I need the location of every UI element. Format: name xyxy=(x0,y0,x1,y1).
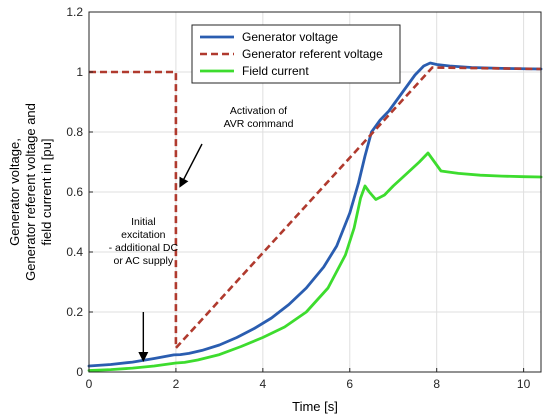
x-axis-label: Time [s] xyxy=(292,399,338,414)
x-tick-label: 4 xyxy=(260,377,267,391)
x-tick-label: 2 xyxy=(173,377,180,391)
series-line-field-current xyxy=(87,151,543,372)
y-axis-label-line: Generator referent voltage and xyxy=(23,103,38,281)
x-tick-label: 8 xyxy=(433,377,440,391)
annotation-text: AVR command xyxy=(224,118,294,130)
series-line-generator-referent-voltage xyxy=(89,66,542,350)
legend-entry: Field current xyxy=(242,64,309,78)
y-axis-label-line: Generator voltage, xyxy=(7,138,22,246)
y-axis-label: Generator voltage,Generator referent vol… xyxy=(7,103,54,281)
annotation-text: Initial xyxy=(131,216,156,228)
annotation-arrow xyxy=(179,143,203,188)
annotation-text: - additional DC xyxy=(109,242,179,254)
x-tick-label: 10 xyxy=(517,377,531,391)
annotation-text: or AC supply xyxy=(114,255,174,267)
y-tick-label: 0.8 xyxy=(66,125,83,139)
series-layer xyxy=(87,61,543,372)
x-tick-label: 0 xyxy=(86,377,93,391)
y-tick-label: 0.6 xyxy=(66,185,83,199)
y-tick-label: 0.4 xyxy=(66,245,83,259)
legend-entry: Generator referent voltage xyxy=(242,47,383,61)
y-tick-label: 0.2 xyxy=(66,305,83,319)
legend-entry: Generator voltage xyxy=(242,30,338,44)
ticks: 0 2 4 6 8 10 0 0.2 0.4 0.6 0.8 1 1.2 xyxy=(66,5,530,391)
y-tick-label: 0 xyxy=(76,365,83,379)
y-axis-label-line: field current in [pu] xyxy=(39,139,54,246)
annotation-text: Activation of xyxy=(230,105,287,117)
y-tick-label: 1.2 xyxy=(66,5,83,19)
series-line-generator-voltage xyxy=(87,61,543,368)
y-tick-label: 1 xyxy=(76,65,83,79)
legend: Generator voltage Generator referent volt… xyxy=(191,24,401,84)
annotation-text: excitation xyxy=(121,229,166,241)
x-tick-label: 6 xyxy=(346,377,353,391)
